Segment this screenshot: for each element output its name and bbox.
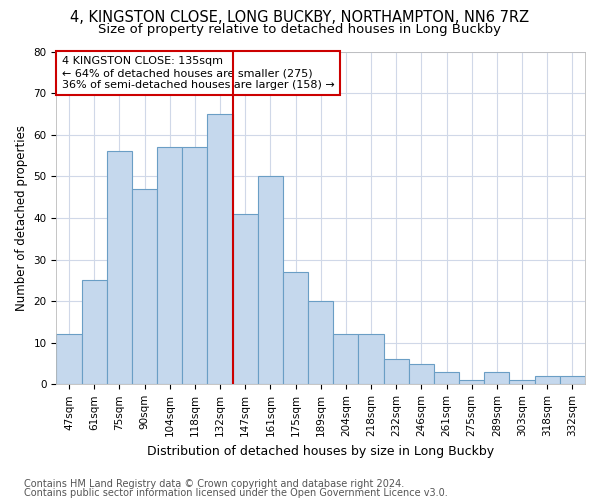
Bar xyxy=(82,280,107,384)
Bar xyxy=(56,334,82,384)
Bar xyxy=(484,372,509,384)
Bar xyxy=(409,364,434,384)
Bar xyxy=(358,334,383,384)
Bar xyxy=(283,272,308,384)
Y-axis label: Number of detached properties: Number of detached properties xyxy=(15,125,28,311)
Bar xyxy=(383,360,409,384)
Bar xyxy=(208,114,233,384)
Bar xyxy=(535,376,560,384)
Bar xyxy=(258,176,283,384)
Bar xyxy=(308,301,333,384)
Bar xyxy=(132,189,157,384)
Bar xyxy=(182,147,208,384)
Bar xyxy=(434,372,459,384)
Text: Contains public sector information licensed under the Open Government Licence v3: Contains public sector information licen… xyxy=(24,488,448,498)
Text: 4, KINGSTON CLOSE, LONG BUCKBY, NORTHAMPTON, NN6 7RZ: 4, KINGSTON CLOSE, LONG BUCKBY, NORTHAMP… xyxy=(70,10,530,25)
Text: 4 KINGSTON CLOSE: 135sqm
← 64% of detached houses are smaller (275)
36% of semi-: 4 KINGSTON CLOSE: 135sqm ← 64% of detach… xyxy=(62,56,334,90)
Text: Size of property relative to detached houses in Long Buckby: Size of property relative to detached ho… xyxy=(98,22,502,36)
Bar xyxy=(233,214,258,384)
Bar xyxy=(509,380,535,384)
Bar xyxy=(157,147,182,384)
Bar xyxy=(333,334,358,384)
X-axis label: Distribution of detached houses by size in Long Buckby: Distribution of detached houses by size … xyxy=(147,444,494,458)
Bar xyxy=(107,152,132,384)
Text: Contains HM Land Registry data © Crown copyright and database right 2024.: Contains HM Land Registry data © Crown c… xyxy=(24,479,404,489)
Bar xyxy=(459,380,484,384)
Bar xyxy=(560,376,585,384)
